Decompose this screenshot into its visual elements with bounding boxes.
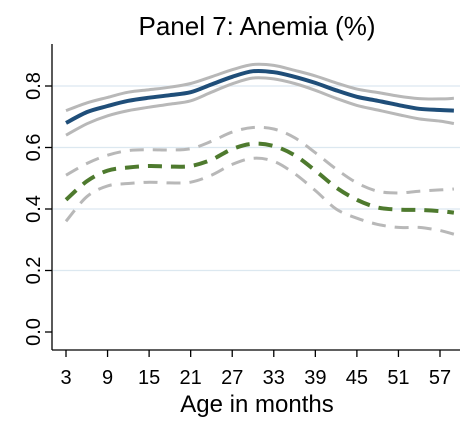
series-2-line	[64, 141, 455, 215]
x-tick-label: 21	[180, 367, 202, 389]
y-tick-label: 0.8	[23, 72, 45, 100]
x-tick-label: 39	[304, 367, 326, 389]
series-1-ci-upper-line	[65, 62, 454, 113]
confidence-bands	[64, 62, 455, 236]
x-tick-label: 3	[60, 367, 71, 389]
x-tick-label: 9	[102, 367, 113, 389]
y-tick-label: 0.0	[23, 318, 45, 346]
y-tick-label: 0.6	[23, 134, 45, 162]
x-ticks: 3 9 15 21 27 33 39 45 51 57	[60, 350, 451, 389]
series-1-line	[65, 68, 454, 125]
chart-title: Panel 7: Anemia (%)	[138, 11, 375, 41]
x-tick-label: 51	[387, 367, 409, 389]
x-tick-label: 33	[263, 367, 285, 389]
series-lines	[64, 68, 455, 215]
x-tick-label: 45	[346, 367, 368, 389]
series-1-ci-lower-line	[65, 76, 455, 137]
x-axis-label: Age in months	[180, 391, 333, 418]
y-tick-label: 0.2	[23, 257, 45, 285]
series-2-ci-upper-line	[65, 125, 455, 195]
x-tick-label: 57	[429, 367, 451, 389]
series-2-ci-lower-line	[64, 156, 455, 236]
x-tick-label: 15	[138, 367, 160, 389]
y-ticks: 0.0 0.2 0.4 0.6 0.8	[23, 72, 52, 346]
axes	[51, 44, 460, 351]
x-tick-label: 27	[221, 367, 243, 389]
y-tick-label: 0.4	[23, 195, 45, 223]
